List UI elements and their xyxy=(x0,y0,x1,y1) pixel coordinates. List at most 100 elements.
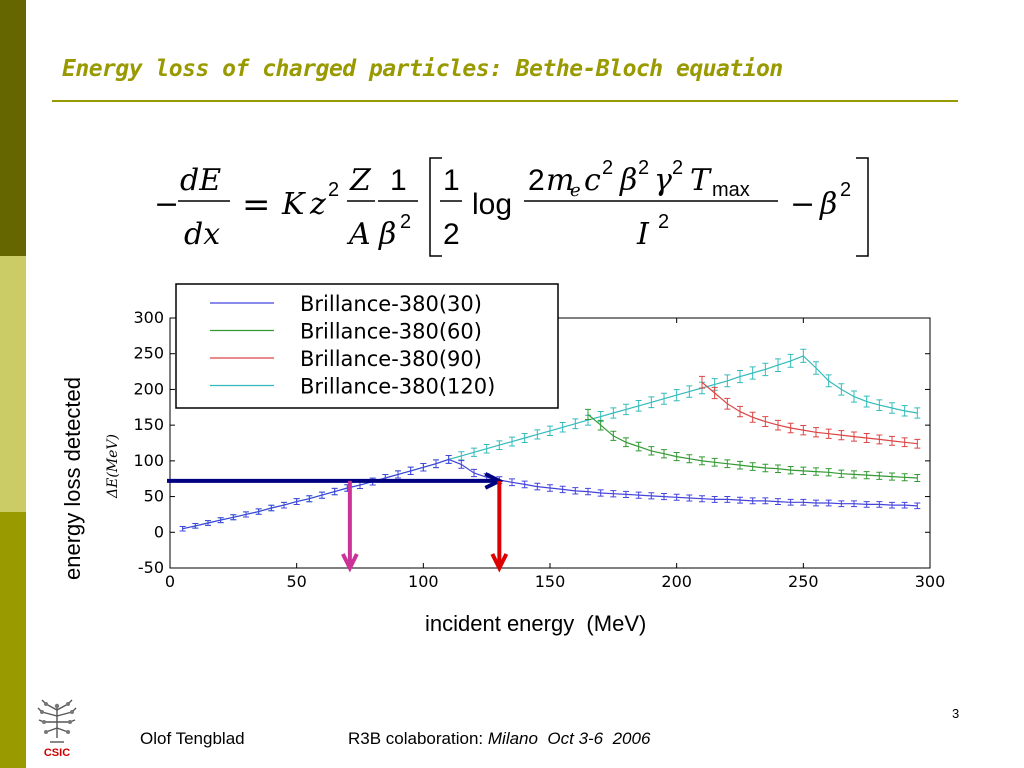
magenta-arrow-head xyxy=(341,553,359,573)
data-point xyxy=(838,500,845,508)
data-point xyxy=(762,463,769,473)
data-point xyxy=(673,452,680,462)
data-point xyxy=(825,499,832,507)
eq-one: 1 xyxy=(390,164,407,197)
data-point xyxy=(800,466,807,476)
y-tick-label: 150 xyxy=(133,415,164,434)
data-point xyxy=(825,428,832,439)
data-point xyxy=(800,348,807,363)
data-point xyxy=(863,501,870,508)
eq-beta-num: β xyxy=(619,163,637,198)
data-point xyxy=(889,435,895,446)
data-point xyxy=(838,430,845,441)
data-point xyxy=(724,459,731,469)
data-point xyxy=(648,492,655,500)
data-point xyxy=(471,468,477,478)
data-point xyxy=(749,497,756,505)
y-tick-label: 0 xyxy=(154,522,164,541)
data-point xyxy=(395,470,401,479)
eq-minus: − xyxy=(790,187,815,222)
data-point xyxy=(838,469,845,478)
data-point xyxy=(686,454,693,464)
eq-Z: Z xyxy=(349,163,372,198)
data-point xyxy=(699,375,705,389)
data-point xyxy=(762,362,769,377)
data-point xyxy=(534,429,541,440)
data-point xyxy=(433,459,439,469)
data-point xyxy=(863,433,870,443)
data-point xyxy=(635,441,642,452)
data-point xyxy=(661,493,667,501)
data-point xyxy=(623,437,629,448)
data-point xyxy=(293,498,300,505)
data-point xyxy=(496,440,503,450)
data-point xyxy=(901,501,908,509)
legend-label: Brillance-380(120) xyxy=(300,375,495,399)
legend-box xyxy=(175,283,559,409)
data-point xyxy=(255,508,262,515)
data-point xyxy=(661,449,667,459)
data-point xyxy=(813,499,819,507)
data-point xyxy=(851,390,857,403)
data-point xyxy=(331,487,338,496)
data-point xyxy=(825,374,832,388)
data-point xyxy=(699,456,705,466)
data-point xyxy=(800,498,807,506)
data-point xyxy=(243,511,249,518)
footer-author: Olof Tengblad xyxy=(140,729,245,748)
data-point xyxy=(547,425,553,437)
x-tick-label: 0 xyxy=(165,572,175,591)
eq-log: log xyxy=(472,188,512,221)
eq-equals: = xyxy=(242,185,271,225)
x-axis-outer-label: incident energy (MeV) xyxy=(425,611,647,636)
eq-z-sq: 2 xyxy=(328,179,339,201)
y-axis-label: ΔE(MeV) xyxy=(105,434,121,498)
data-point xyxy=(597,419,604,431)
data-point xyxy=(471,447,477,457)
data-point xyxy=(737,405,743,418)
data-point xyxy=(711,457,718,467)
title-underline xyxy=(52,100,958,102)
y-tick-label: -50 xyxy=(138,558,164,577)
eq-gamma: γ xyxy=(654,163,672,198)
y-tick-label: 50 xyxy=(144,487,164,506)
data-point xyxy=(914,474,921,482)
red-arrow-head xyxy=(490,553,509,573)
data-point xyxy=(521,433,528,443)
data-point xyxy=(623,403,629,416)
data-point xyxy=(914,407,921,419)
data-point xyxy=(851,431,857,442)
data-point xyxy=(876,399,883,411)
data-point xyxy=(851,470,857,479)
y-tick-label: 250 xyxy=(133,344,164,363)
data-point xyxy=(813,427,819,438)
data-point xyxy=(737,460,743,470)
eq-beta-den-sq: 2 xyxy=(400,211,411,233)
data-point xyxy=(711,495,718,503)
data-point xyxy=(661,392,667,405)
eq-z: z xyxy=(309,187,326,222)
data-point xyxy=(559,422,566,433)
data-point xyxy=(458,460,465,469)
footer-prefix: R3B colaboration: xyxy=(348,729,488,748)
eq-K: K xyxy=(281,187,306,222)
eq-m-sub-e: e xyxy=(570,180,581,201)
data-point xyxy=(673,389,680,402)
logo-text: CSIC xyxy=(44,747,70,759)
data-point xyxy=(192,523,199,529)
data-point xyxy=(268,504,275,512)
eq-c: c xyxy=(584,163,601,198)
data-point xyxy=(623,490,629,499)
data-point xyxy=(787,465,794,475)
data-point xyxy=(572,487,579,495)
bethe-bloch-equation: − dE dx = K z 2 Z A 1 β 2 1 2 log 2 m e … xyxy=(154,157,869,257)
data-point xyxy=(775,358,781,372)
data-point xyxy=(787,422,794,434)
eq-I-sq: 2 xyxy=(658,211,669,233)
data-point xyxy=(699,495,705,503)
data-point xyxy=(775,464,781,473)
data-point xyxy=(851,500,857,508)
data-point xyxy=(800,424,807,436)
x-tick-label: 100 xyxy=(408,572,439,591)
data-point xyxy=(901,405,908,417)
